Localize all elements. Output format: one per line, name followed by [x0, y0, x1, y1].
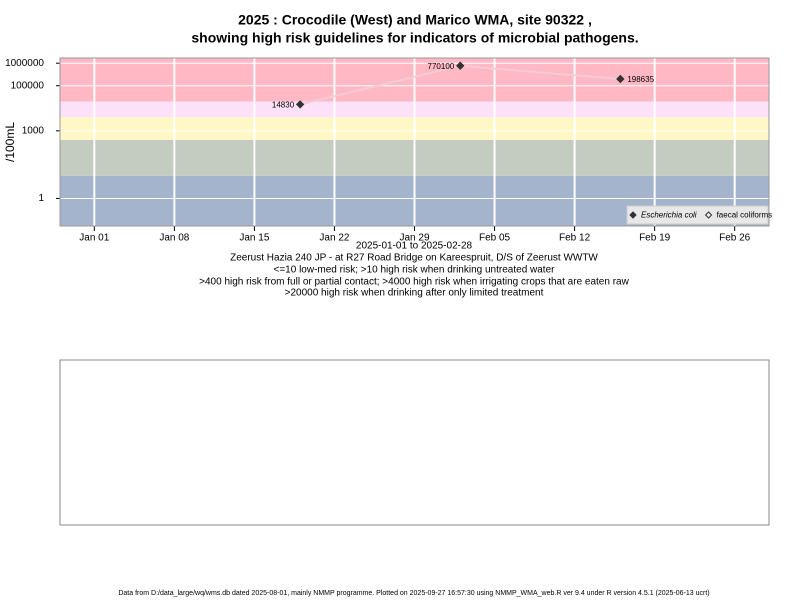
x-tick-label: Feb 26	[719, 233, 751, 244]
data-point	[616, 74, 625, 84]
data-label: 198635	[627, 75, 654, 84]
footer: Data from D:/data_large/wq/wms.db dated …	[118, 590, 709, 597]
x-tick-label: Feb 19	[639, 233, 671, 244]
legend-box	[626, 205, 769, 225]
data-point	[295, 100, 305, 109]
x-tick-label: Feb 12	[559, 233, 591, 244]
note: <=10 low-med risk; >10 high risk when dr…	[274, 265, 556, 276]
y-tick-label: 1	[38, 193, 44, 204]
y-tick-label: 1000000	[5, 58, 44, 69]
x-tick-label: Feb 05	[479, 233, 511, 244]
legend-label: faecal coliforms	[717, 211, 773, 220]
chart-title: 2025 : Crocodile (West) and Marico WMA, …	[238, 12, 592, 28]
x-tick-label: Jan 22	[319, 233, 349, 244]
x-tick-label: Jan 15	[239, 233, 269, 244]
data-point	[456, 61, 465, 70]
y-tick-label: 1000	[22, 125, 45, 136]
y-label: /100mL	[3, 122, 17, 162]
x-tick-label: Jan 08	[159, 233, 189, 244]
chart-subtitle: showing high risk guidelines for indicat…	[191, 30, 638, 46]
y-tick-label: 100000	[11, 80, 45, 91]
legend-symbol	[704, 211, 713, 219]
x-label: 2025-01-01 to 2025-02-28	[356, 241, 473, 252]
empty-panel	[59, 359, 770, 526]
legend-symbol	[629, 211, 637, 219]
note: >400 high risk from full or partial cont…	[199, 277, 629, 288]
data-label: 14830	[272, 101, 295, 110]
legend-label: Escherichia coli	[641, 211, 697, 220]
x-tick-label: Jan 01	[79, 233, 109, 244]
x-tick-label: Jan 29	[399, 233, 429, 244]
data-label: 770100	[428, 62, 455, 71]
site-label: Zeerust Hazia 240 JP - at R27 Road Bridg…	[230, 253, 598, 264]
plot-frame	[59, 57, 770, 227]
note: >20000 high risk when drinking after onl…	[285, 288, 544, 299]
